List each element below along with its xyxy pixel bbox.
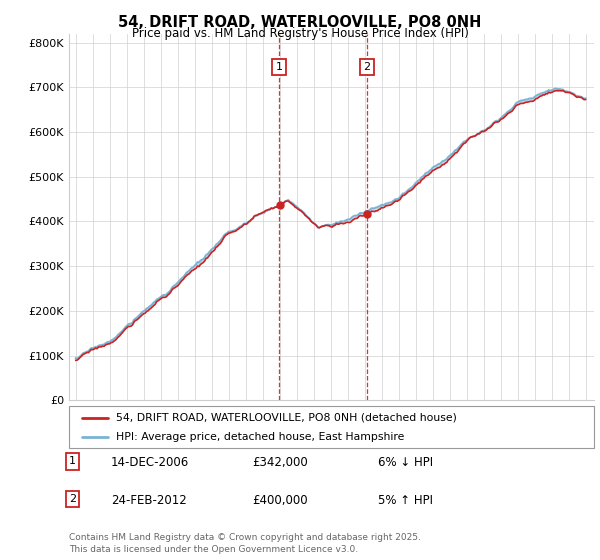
Text: 5% ↑ HPI: 5% ↑ HPI	[378, 494, 433, 507]
Text: 54, DRIFT ROAD, WATERLOOVILLE, PO8 0NH (detached house): 54, DRIFT ROAD, WATERLOOVILLE, PO8 0NH (…	[116, 413, 457, 423]
Text: £400,000: £400,000	[252, 494, 308, 507]
Text: 54, DRIFT ROAD, WATERLOOVILLE, PO8 0NH: 54, DRIFT ROAD, WATERLOOVILLE, PO8 0NH	[118, 15, 482, 30]
Text: 1: 1	[69, 456, 76, 466]
Text: £342,000: £342,000	[252, 456, 308, 469]
Text: 6% ↓ HPI: 6% ↓ HPI	[378, 456, 433, 469]
Text: 1: 1	[275, 62, 283, 72]
Text: 24-FEB-2012: 24-FEB-2012	[111, 494, 187, 507]
Text: Contains HM Land Registry data © Crown copyright and database right 2025.
This d: Contains HM Land Registry data © Crown c…	[69, 533, 421, 554]
Text: 2: 2	[69, 494, 76, 504]
Text: HPI: Average price, detached house, East Hampshire: HPI: Average price, detached house, East…	[116, 432, 404, 442]
Text: 14-DEC-2006: 14-DEC-2006	[111, 456, 189, 469]
Text: 2: 2	[364, 62, 371, 72]
Text: Price paid vs. HM Land Registry's House Price Index (HPI): Price paid vs. HM Land Registry's House …	[131, 27, 469, 40]
